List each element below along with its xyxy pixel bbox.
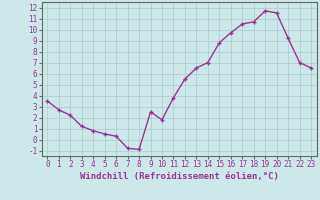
X-axis label: Windchill (Refroidissement éolien,°C): Windchill (Refroidissement éolien,°C) (80, 172, 279, 181)
